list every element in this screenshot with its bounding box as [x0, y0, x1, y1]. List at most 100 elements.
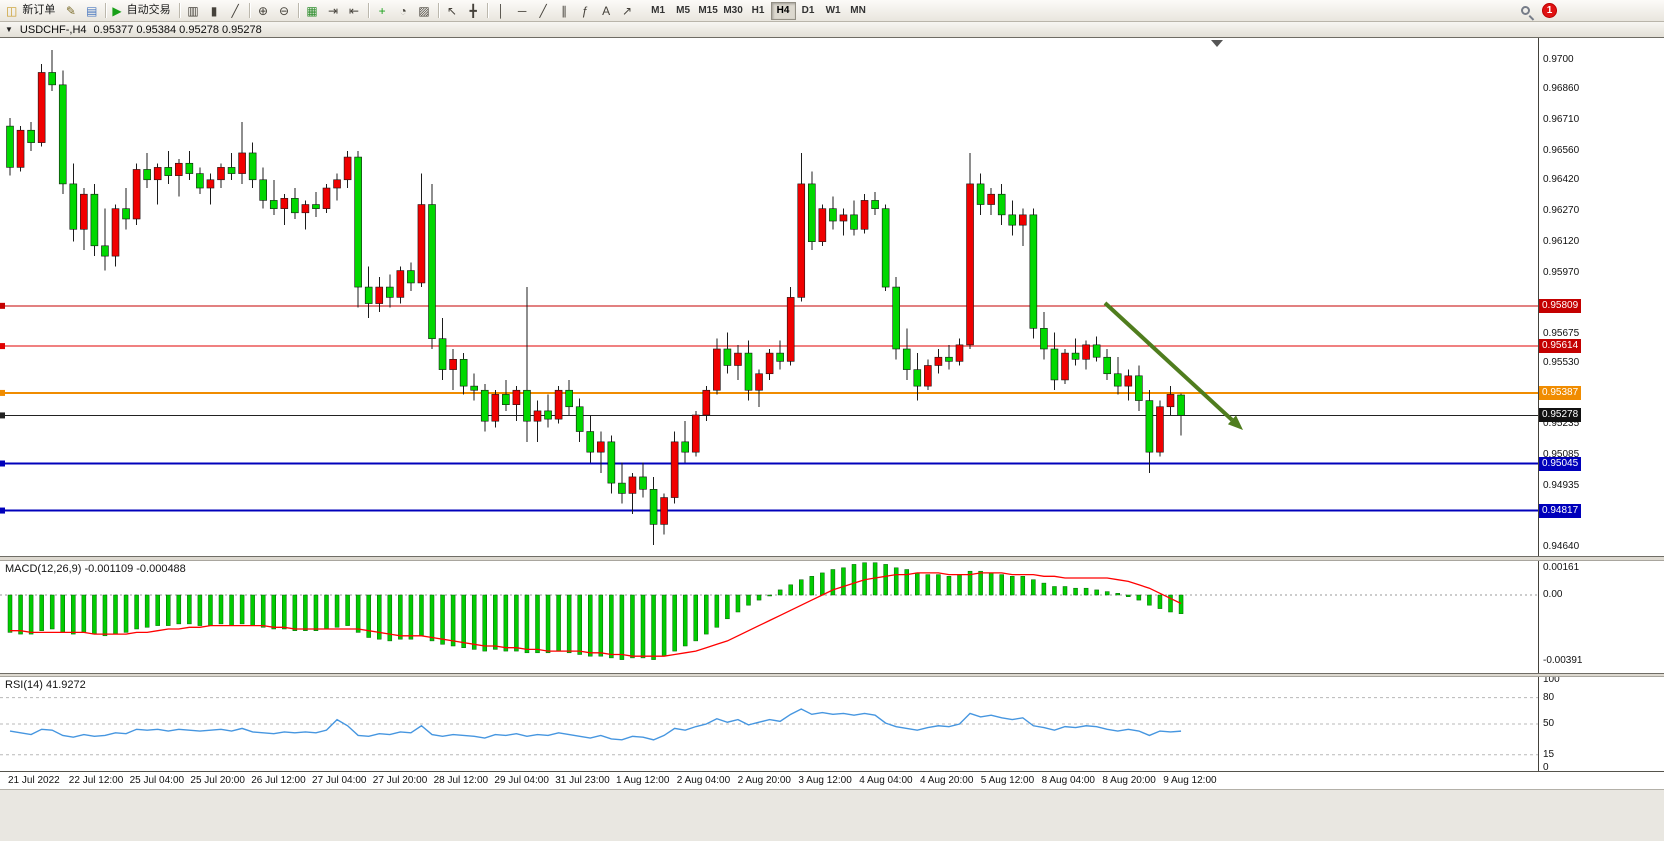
timeframe-w1-button[interactable]: W1: [821, 2, 846, 20]
price-label: 0.96860: [1543, 82, 1580, 94]
autotrading-button-label: 自动交易: [126, 4, 171, 16]
toolbar-separator: [248, 3, 250, 18]
chart-menu-icon[interactable]: ▼: [5, 25, 13, 34]
auto-scroll-button[interactable]: ⇥: [323, 1, 344, 20]
time-axis[interactable]: 21 Jul 2022 22 Jul 12:00 25 Jul 04:00 25 Ju…: [0, 771, 1664, 789]
timeframe-toolbar: M1 M5 M15 M30 H1 H4 D1 W1 MN: [646, 1, 871, 20]
timeframe-h4-button[interactable]: H4: [770, 1, 796, 20]
periods-icon: ◔: [399, 3, 407, 18]
macd-axis-label: -0.00391: [1543, 655, 1583, 667]
timeframe-h1-button[interactable]: H1: [746, 2, 771, 20]
indicators-button[interactable]: +: [372, 1, 393, 20]
trend-arrow[interactable]: [1103, 301, 1234, 422]
search-icon[interactable]: [1521, 6, 1530, 15]
macd-signal-line: [10, 572, 1182, 657]
timeframe-mn-button[interactable]: MN: [846, 2, 871, 20]
zoom-out-icon: ⊖: [279, 3, 290, 18]
metaeditor-button[interactable]: ✎: [60, 1, 81, 20]
trend-arrow-head: [1227, 415, 1243, 430]
panel-splitter[interactable]: [0, 556, 1664, 561]
candlestick-chart-button[interactable]: ▮: [204, 1, 225, 20]
rsi-indicator-label: RSI(14) 41.9272: [5, 679, 86, 691]
arrows-icon: ↗: [622, 3, 633, 18]
price-tag: 0.95809: [1539, 298, 1582, 313]
time-label: 27 Jul 20:00: [372, 775, 428, 786]
price-label: 0.9700: [1543, 54, 1574, 66]
cursor-button[interactable]: ↖: [442, 1, 463, 20]
price-label: 0.96420: [1543, 173, 1580, 185]
time-label: 29 Jul 04:00: [494, 775, 549, 786]
time-label: 22 Jul 12:00: [68, 775, 124, 786]
toolbar: ◫ 新订单 ✎ ▤ ▶ 自动交易 ▥ ▮ ╱ ⊕ ⊖ ▦ ⇥ ⇤ + ◔ ▨ ↖ ╋ │ ─ ╱ ∥ ƒ A ↗ M1 M5 M15 M…: [0, 0, 1664, 22]
arrows-button[interactable]: ↗: [617, 1, 638, 20]
time-label: 1 Aug 12:00: [616, 775, 670, 786]
time-label: 4 Aug 20:00: [920, 775, 974, 786]
trendline-icon: ╱: [539, 3, 547, 18]
new-order-button[interactable]: ◫ 新订单: [3, 1, 60, 20]
notification-badge[interactable]: 1: [1542, 3, 1557, 18]
macd-panel[interactable]: [0, 561, 1538, 673]
timeframe-m15-button[interactable]: M15: [696, 2, 721, 20]
tile-windows-button[interactable]: ▦: [302, 1, 323, 20]
timeframe-m30-button[interactable]: M30: [721, 2, 746, 20]
time-label: 2 Aug 04:00: [676, 775, 731, 786]
price-axis[interactable]: 0.9700 0.96860 0.96710 0.96560 0.96420 0.9627…: [1538, 38, 1664, 773]
chart-symbol-period: USDCHF-,H4: [19, 23, 87, 36]
toolbar-buttons: ◫ 新订单 ✎ ▤ ▶ 自动交易 ▥ ▮ ╱ ⊕ ⊖ ▦ ⇥ ⇤ + ◔ ▨ ↖ ╋ │ ─ ╱ ∥ ƒ A ↗: [3, 1, 638, 20]
price-label: 0.95970: [1543, 266, 1580, 278]
fibonacci-icon: ƒ: [581, 3, 589, 18]
timeframe-m5-button[interactable]: M5: [671, 2, 696, 20]
crosshair-button[interactable]: ╋: [463, 1, 484, 20]
time-label: 27 Jul 04:00: [312, 775, 367, 786]
periods-button[interactable]: ◔: [393, 1, 414, 20]
timeframe-d1-button[interactable]: D1: [796, 2, 821, 20]
templates-icon: ▨: [418, 3, 430, 18]
trendline-button[interactable]: ╱: [533, 1, 554, 20]
zoom-in-icon: ⊕: [258, 3, 269, 18]
time-label: 2 Aug 20:00: [737, 775, 791, 786]
tile-windows-icon: ▦: [306, 3, 318, 18]
metaeditor-icon: ✎: [65, 3, 76, 18]
zoom-out-button[interactable]: ⊖: [274, 1, 295, 20]
time-label: 8 Aug 04:00: [1041, 775, 1095, 786]
toolbar-separator: [367, 3, 369, 18]
channel-button[interactable]: ∥: [554, 1, 575, 20]
rsi-axis-label: 100: [1543, 674, 1560, 685]
horizontal-line-icon: ─: [517, 3, 527, 18]
time-label: 9 Aug 12:00: [1163, 775, 1217, 786]
autotrading-button[interactable]: ▶ 自动交易: [109, 1, 175, 20]
chart-shift-marker[interactable]: [1211, 40, 1223, 47]
time-label: 21 Jul 2022: [8, 775, 60, 786]
chart-ohlc: 0.95377 0.95384 0.95278 0.95278: [93, 23, 262, 36]
price-label: 0.94640: [1543, 541, 1580, 553]
line-chart-button[interactable]: ╱: [225, 1, 246, 20]
text-button[interactable]: A: [596, 1, 617, 20]
price-tag: 0.95387: [1539, 385, 1582, 400]
macd-axis-label: 0.00161: [1543, 561, 1580, 573]
rsi-panel[interactable]: [0, 677, 1538, 771]
main-chart[interactable]: [0, 38, 1538, 556]
price-label: 0.94935: [1543, 480, 1580, 492]
vertical-line-button[interactable]: │: [491, 1, 512, 20]
timeframe-m1-button[interactable]: M1: [646, 2, 671, 20]
panel-splitter[interactable]: [0, 673, 1664, 677]
time-label: 3 Aug 12:00: [798, 775, 852, 786]
vertical-line-icon: │: [497, 3, 505, 18]
channel-icon: ∥: [561, 3, 568, 18]
profiles-button[interactable]: ▤: [81, 1, 102, 20]
rsi-axis-label: 50: [1543, 718, 1555, 729]
templates-button[interactable]: ▨: [414, 1, 435, 20]
macd-indicator-label: MACD(12,26,9) -0.001109 -0.000488: [5, 563, 186, 575]
zoom-in-button[interactable]: ⊕: [253, 1, 274, 20]
toolbar-separator: [105, 3, 107, 18]
text-icon: A: [602, 3, 611, 18]
chart-shift-button[interactable]: ⇤: [344, 1, 365, 20]
toolbar-separator: [297, 3, 299, 18]
fibonacci-button[interactable]: ƒ: [575, 1, 596, 20]
price-label: 0.96270: [1543, 204, 1580, 216]
horizontal-line-button[interactable]: ─: [512, 1, 533, 20]
rsi-axis-label: 80: [1543, 691, 1555, 703]
macd-histogram: [7, 562, 1184, 660]
bar-chart-button[interactable]: ▥: [183, 1, 204, 20]
window-background: [0, 789, 1664, 841]
